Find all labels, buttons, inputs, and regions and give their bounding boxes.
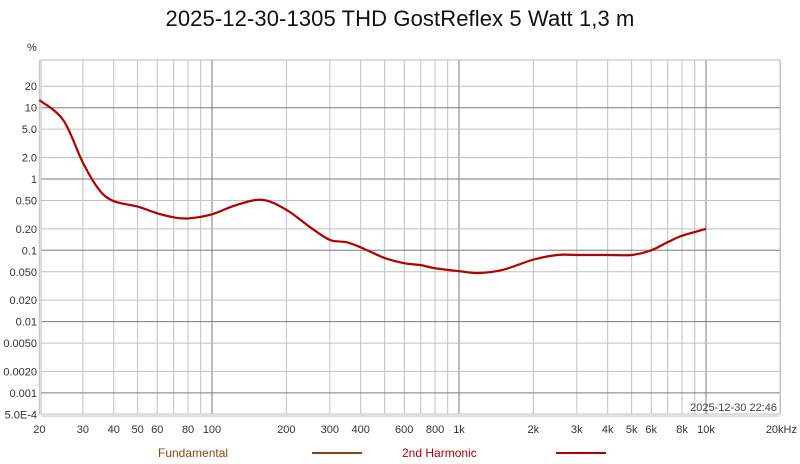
x-tick-label: 100 [203,424,221,436]
legend-2nd-harmonic-swatch [556,452,606,454]
x-tick-label: 600 [395,424,413,436]
y-tick-label: 5.0E-4 [5,409,37,421]
x-tick-label: 20kHz [766,424,797,436]
x-tick-label: 1k [453,424,465,436]
x-tick-label: 800 [426,424,444,436]
x-tick-label: 400 [352,424,370,436]
series-line-2nd-harmonic [38,99,707,275]
y-axis-unit: % [27,42,37,54]
timestamp-label: 2025-12-30 22:46 [690,402,777,414]
y-tick-label: 2.0 [22,153,37,165]
x-tick-label: 2k [528,424,540,436]
x-tick-label: 3k [571,424,583,436]
x-tick-label: 200 [277,424,295,436]
y-tick-label: 5.0 [22,124,37,136]
y-tick-label: 10 [25,103,37,115]
x-tick-label: 4k [602,424,614,436]
y-tick-label: 0.0050 [3,338,37,350]
y-tick-label: 0.50 [16,195,37,207]
y-tick-label: 0.0020 [3,366,37,378]
x-tick-label: 30 [77,424,89,436]
legend-2nd-harmonic-label: 2nd Harmonic [402,446,477,460]
y-tick-label: 20 [25,81,37,93]
x-tick-label: 40 [108,424,120,436]
chart-title: 2025-12-30-1305 THD GostReflex 5 Watt 1,… [165,6,635,31]
y-tick-label: 0.001 [9,388,37,400]
x-tick-label: 5k [626,424,638,436]
y-tick-label: 0.20 [16,224,37,236]
x-tick-label: 300 [321,424,339,436]
y-tick-label: 0.1 [22,245,37,257]
y-tick-label: 0.020 [9,295,37,307]
legend-fundamental-swatch [312,452,362,454]
x-tick-label: 6k [645,424,657,436]
y-tick-label: 0.01 [16,317,37,329]
y-tick-label: 1 [31,174,37,186]
x-tick-label: 10k [697,424,715,436]
y-tick-label: 0.050 [9,267,37,279]
x-tick-label: 50 [132,424,144,436]
x-tick-label: 8k [676,424,688,436]
x-tick-label: 20 [33,424,45,436]
plot-frame [40,59,781,415]
legend-fundamental-label: Fundamental [158,446,229,460]
x-tick-label: 60 [151,424,163,436]
x-tick-label: 80 [182,424,194,436]
